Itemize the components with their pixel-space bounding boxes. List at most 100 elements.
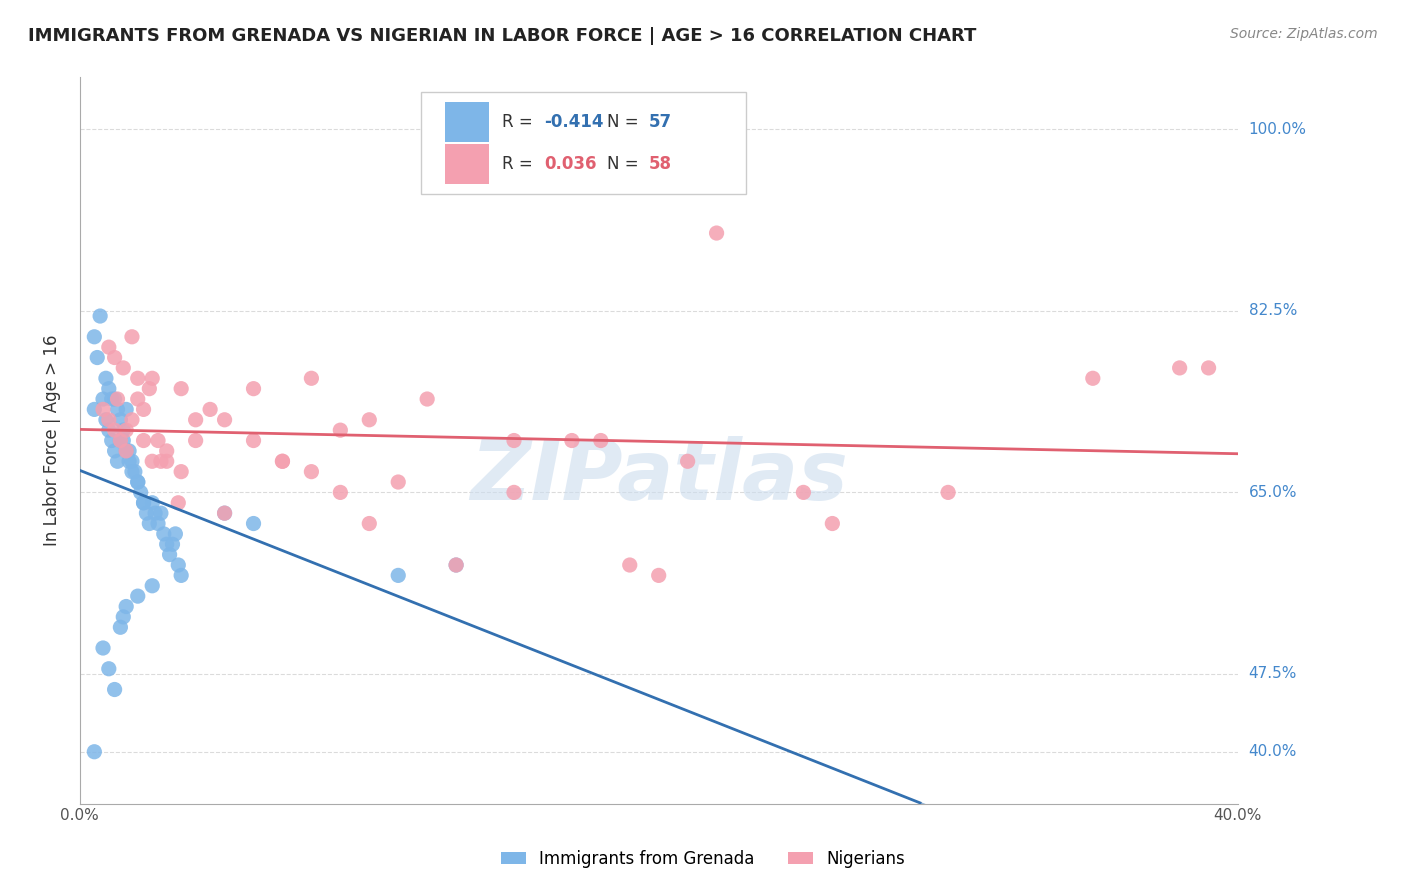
Text: R =: R = [502,154,538,172]
Point [112,434,135,448]
Point [561,434,583,448]
Point [792,485,814,500]
Text: 40.0%: 40.0% [1249,744,1296,759]
Point [121,330,143,344]
Point [214,413,236,427]
Point [138,382,160,396]
Point [149,506,172,520]
Point [444,558,467,572]
Point [589,434,612,448]
Point [83,402,105,417]
FancyBboxPatch shape [422,92,745,194]
Text: 47.5%: 47.5% [1249,666,1296,681]
Point [1081,371,1104,385]
Point [115,443,138,458]
Point [118,454,141,468]
Point [121,454,143,468]
Point [115,402,138,417]
Point [104,682,127,697]
Point [104,392,127,406]
Point [86,351,108,365]
Point [159,548,181,562]
Point [83,330,105,344]
Point [214,506,236,520]
Point [121,465,143,479]
Point [107,392,129,406]
FancyBboxPatch shape [444,144,488,184]
Point [132,496,155,510]
Point [110,413,132,427]
Point [706,226,728,240]
Text: IMMIGRANTS FROM GRENADA VS NIGERIAN IN LABOR FORCE | AGE > 16 CORRELATION CHART: IMMIGRANTS FROM GRENADA VS NIGERIAN IN L… [28,27,977,45]
Point [127,475,149,489]
Point [184,413,207,427]
Point [146,516,169,531]
Point [619,558,641,572]
Point [821,516,844,531]
Point [132,434,155,448]
Point [242,516,264,531]
Point [299,371,322,385]
Point [676,454,699,468]
Point [104,443,127,458]
Text: R =: R = [502,113,538,131]
Point [110,620,132,634]
Point [115,443,138,458]
Point [94,371,117,385]
Point [198,402,221,417]
Point [387,568,409,582]
Y-axis label: In Labor Force | Age > 16: In Labor Force | Age > 16 [44,334,60,546]
Point [135,506,157,520]
Point [242,382,264,396]
Text: 65.0%: 65.0% [1249,485,1298,500]
Point [184,434,207,448]
Point [936,485,959,500]
Text: 100.0%: 100.0% [1249,122,1306,136]
Point [162,537,184,551]
Point [329,485,352,500]
Point [156,443,179,458]
Point [121,413,143,427]
Text: 82.5%: 82.5% [1249,303,1296,318]
Point [165,527,187,541]
Point [214,506,236,520]
Point [170,465,193,479]
Text: 58: 58 [648,154,671,172]
Point [329,423,352,437]
Point [112,360,135,375]
Point [242,434,264,448]
Point [387,475,409,489]
Point [107,402,129,417]
Point [156,454,179,468]
Point [129,485,152,500]
Point [83,745,105,759]
Text: -0.414: -0.414 [544,113,603,131]
Point [94,413,117,427]
Point [127,589,149,603]
Point [97,423,120,437]
Point [132,402,155,417]
FancyBboxPatch shape [444,102,488,142]
Legend: Immigrants from Grenada, Nigerians: Immigrants from Grenada, Nigerians [495,844,911,875]
Point [156,537,179,551]
Point [91,392,114,406]
Point [100,434,122,448]
Point [359,516,381,531]
Point [416,392,439,406]
Point [271,454,294,468]
Text: N =: N = [606,113,644,131]
Point [138,516,160,531]
Point [97,382,120,396]
Point [124,465,146,479]
Point [110,434,132,448]
Point [115,423,138,437]
Point [647,568,669,582]
Point [141,371,163,385]
Point [503,485,526,500]
Point [127,392,149,406]
Point [89,309,111,323]
Point [115,599,138,614]
Point [107,454,129,468]
Point [104,351,127,365]
Text: ZIPatlas: ZIPatlas [470,436,848,517]
